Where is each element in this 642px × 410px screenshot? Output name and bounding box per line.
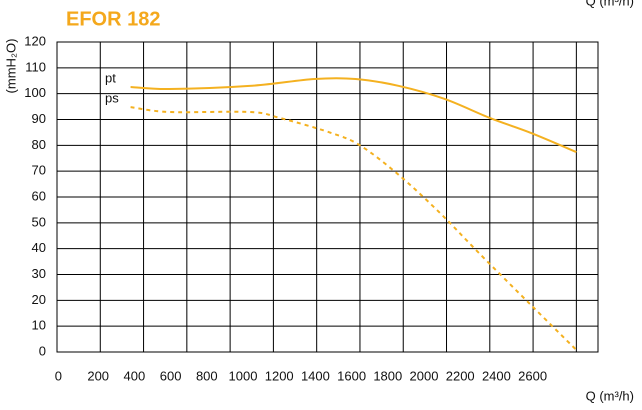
x-tick-label: 2000 [410,368,439,383]
series-line [130,77,577,153]
y-tick-label: 0 [39,343,46,358]
x-tick-label: 1800 [373,368,402,383]
x-tick-label: 1400 [301,368,330,383]
y-tick-label: 70 [32,163,46,178]
x-tick-label: 200 [87,368,109,383]
y-tick-label: 60 [32,188,46,203]
y-tick-label: 20 [32,292,46,307]
y-tick-label: 90 [32,111,46,126]
x-tick-label: 0 [55,368,62,383]
series-label: pt [105,70,116,85]
x-tick-label: 1200 [265,368,294,383]
y-axis-label: (mmH₂O) [3,39,18,94]
y-tick-label: 100 [24,85,46,100]
y-tick-label: 80 [32,137,46,152]
x-tick-label: 2200 [446,368,475,383]
series-label: ps [105,91,119,106]
y-tick-label: 110 [25,59,46,74]
x-axis-label-top: Q (m³/h) [586,0,634,8]
y-tick-label: 120 [24,33,46,48]
series-line [130,106,578,351]
y-tick-label: 40 [32,240,46,255]
chart-title: EFOR 182 [66,8,160,30]
x-tick-label: 800 [196,368,218,383]
x-tick-label: 400 [124,368,146,383]
y-tick-label: 10 [32,318,46,333]
x-tick-label: 1600 [337,368,366,383]
x-axis-label: Q (m³/h) [586,388,634,403]
x-tick-label: 2400 [482,368,511,383]
y-tick-label: 50 [32,214,46,229]
x-tick-label: 2600 [518,368,547,383]
x-tick-label: 600 [160,368,182,383]
y-tick-label: 30 [32,266,46,281]
x-tick-label: 1000 [229,368,258,383]
